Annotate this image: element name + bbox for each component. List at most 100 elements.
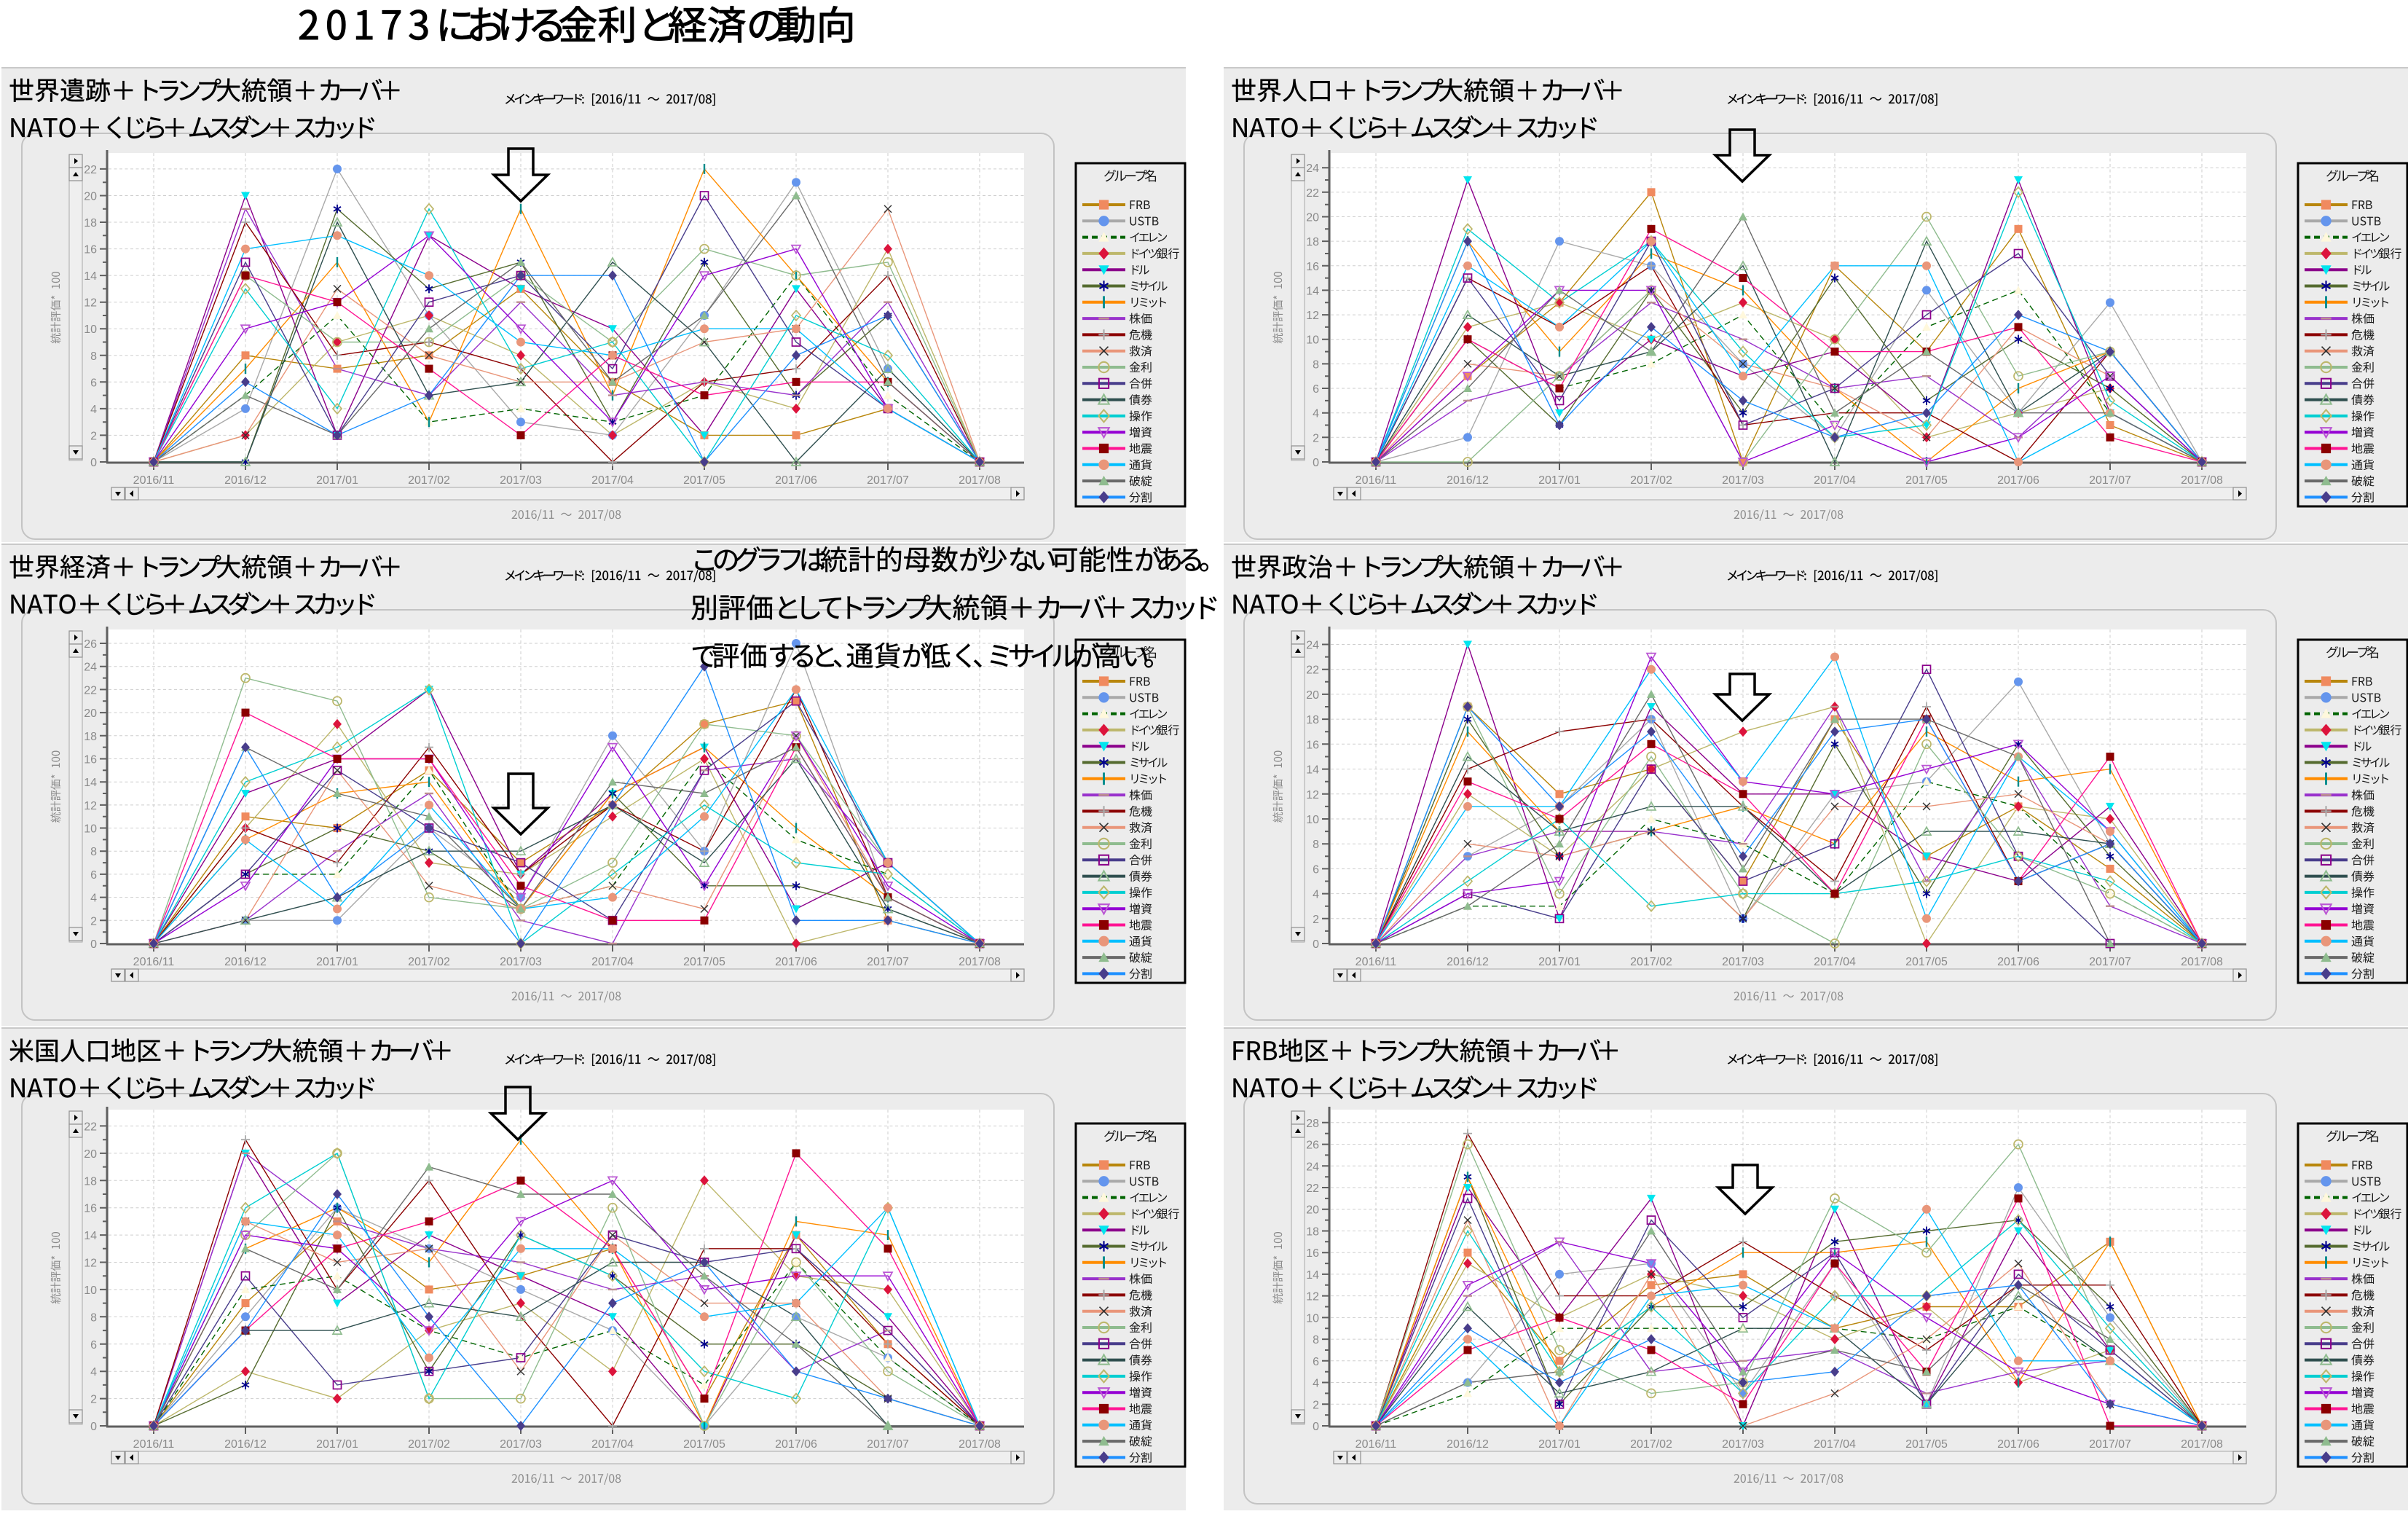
svg-text:20: 20 [1306,211,1319,224]
svg-text:2016/12: 2016/12 [1447,956,1489,968]
svg-text:2017/02: 2017/02 [408,956,450,968]
svg-text:10: 10 [84,823,97,836]
svg-text:2017/06: 2017/06 [775,956,817,968]
svg-text:2017/01: 2017/01 [316,1438,358,1451]
svg-text:2: 2 [90,430,97,442]
svg-text:24: 24 [1306,640,1319,652]
svg-text:2017/07: 2017/07 [2089,956,2131,968]
svg-text:2017/04: 2017/04 [1814,956,1856,968]
svg-text:20: 20 [1306,1204,1319,1217]
svg-text:10: 10 [1306,814,1319,826]
svg-text:2017/07: 2017/07 [867,956,909,968]
svg-text:4: 4 [1313,1378,1319,1390]
svg-text:14: 14 [1306,285,1319,297]
svg-text:2: 2 [1313,914,1319,926]
svg-text:0: 0 [1313,457,1319,469]
svg-text:12: 12 [1306,1291,1319,1303]
svg-text:2017/01: 2017/01 [316,956,358,968]
svg-text:6: 6 [1313,1356,1319,1368]
svg-text:12: 12 [1306,789,1319,801]
svg-text:2017/04: 2017/04 [1814,474,1856,487]
svg-text:16: 16 [1306,261,1319,273]
svg-text:2016/11: 2016/11 [133,474,175,487]
svg-text:22: 22 [84,1121,97,1133]
svg-text:2017/07: 2017/07 [2089,474,2131,487]
svg-text:16: 16 [1306,1247,1319,1260]
svg-text:2017/06: 2017/06 [1997,474,2039,487]
svg-text:28: 28 [1306,1118,1319,1130]
svg-text:2017/02: 2017/02 [1630,956,1672,968]
svg-text:2017/07: 2017/07 [867,1438,909,1451]
svg-text:24: 24 [1306,162,1319,175]
svg-text:22: 22 [1306,1182,1319,1195]
svg-text:0: 0 [90,938,97,951]
svg-text:18: 18 [1306,714,1319,726]
svg-text:2: 2 [90,1394,97,1406]
svg-text:2016/12: 2016/12 [224,1438,267,1451]
svg-text:6: 6 [90,1339,97,1352]
svg-text:2017/06: 2017/06 [1997,956,2039,968]
svg-text:20: 20 [84,707,97,720]
svg-text:20: 20 [1306,689,1319,702]
svg-text:16: 16 [1306,739,1319,751]
svg-text:2017/03: 2017/03 [1722,1438,1764,1451]
svg-text:10: 10 [84,323,97,336]
svg-text:8: 8 [1313,358,1319,371]
svg-text:4: 4 [90,893,97,905]
svg-text:2017/08: 2017/08 [959,474,1001,487]
svg-text:2017/03: 2017/03 [500,1438,542,1451]
svg-text:2017/05: 2017/05 [1905,1438,1948,1451]
svg-text:0: 0 [1313,1421,1319,1433]
svg-text:2017/08: 2017/08 [2181,1438,2223,1451]
svg-text:2017/01: 2017/01 [1538,474,1581,487]
svg-text:2017/05: 2017/05 [683,474,725,487]
svg-text:14: 14 [1306,764,1319,777]
svg-text:18: 18 [84,1175,97,1188]
svg-text:14: 14 [1306,1269,1319,1282]
svg-text:18: 18 [84,217,97,230]
svg-text:2017/01: 2017/01 [316,474,358,487]
svg-text:20: 20 [84,190,97,203]
svg-text:2016/12: 2016/12 [224,956,267,968]
svg-text:16: 16 [84,1203,97,1215]
svg-text:2017/03: 2017/03 [500,956,542,968]
svg-text:2016/12: 2016/12 [224,474,267,487]
svg-text:2017/01: 2017/01 [1538,956,1581,968]
svg-text:8: 8 [1313,1334,1319,1346]
svg-text:14: 14 [84,270,97,283]
svg-text:2017/02: 2017/02 [1630,1438,1672,1451]
svg-text:8: 8 [90,846,97,858]
svg-text:2017/03: 2017/03 [1722,956,1764,968]
svg-text:2017/04: 2017/04 [591,474,634,487]
svg-text:2017/08: 2017/08 [2181,956,2223,968]
svg-text:6: 6 [90,869,97,882]
svg-text:0: 0 [90,1421,97,1433]
svg-text:14: 14 [84,777,97,789]
svg-text:22: 22 [84,684,97,697]
svg-text:18: 18 [1306,236,1319,248]
svg-text:2017/02: 2017/02 [1630,474,1672,487]
svg-text:16: 16 [84,244,97,256]
svg-text:2017/04: 2017/04 [591,956,634,968]
svg-text:22: 22 [84,164,97,176]
svg-text:10: 10 [1306,334,1319,347]
svg-text:2016/11: 2016/11 [1356,474,1397,487]
svg-text:2016/11: 2016/11 [1356,1438,1397,1451]
svg-text:24: 24 [84,662,97,674]
svg-text:12: 12 [1306,310,1319,322]
svg-text:2017/07: 2017/07 [2089,1438,2131,1451]
svg-text:2016/11: 2016/11 [133,1438,175,1451]
svg-text:4: 4 [1313,408,1319,420]
svg-text:2017/04: 2017/04 [1814,1438,1856,1451]
svg-text:2017/05: 2017/05 [683,956,725,968]
svg-text:16: 16 [84,753,97,766]
svg-text:2017/03: 2017/03 [1722,474,1764,487]
svg-text:2017/05: 2017/05 [683,1438,725,1451]
svg-text:6: 6 [90,377,97,389]
svg-text:24: 24 [1306,1161,1319,1173]
svg-text:8: 8 [1313,839,1319,851]
svg-text:2017/06: 2017/06 [775,474,817,487]
svg-text:20: 20 [84,1148,97,1161]
svg-text:2017/05: 2017/05 [1905,956,1948,968]
svg-text:2016/11: 2016/11 [133,956,175,968]
